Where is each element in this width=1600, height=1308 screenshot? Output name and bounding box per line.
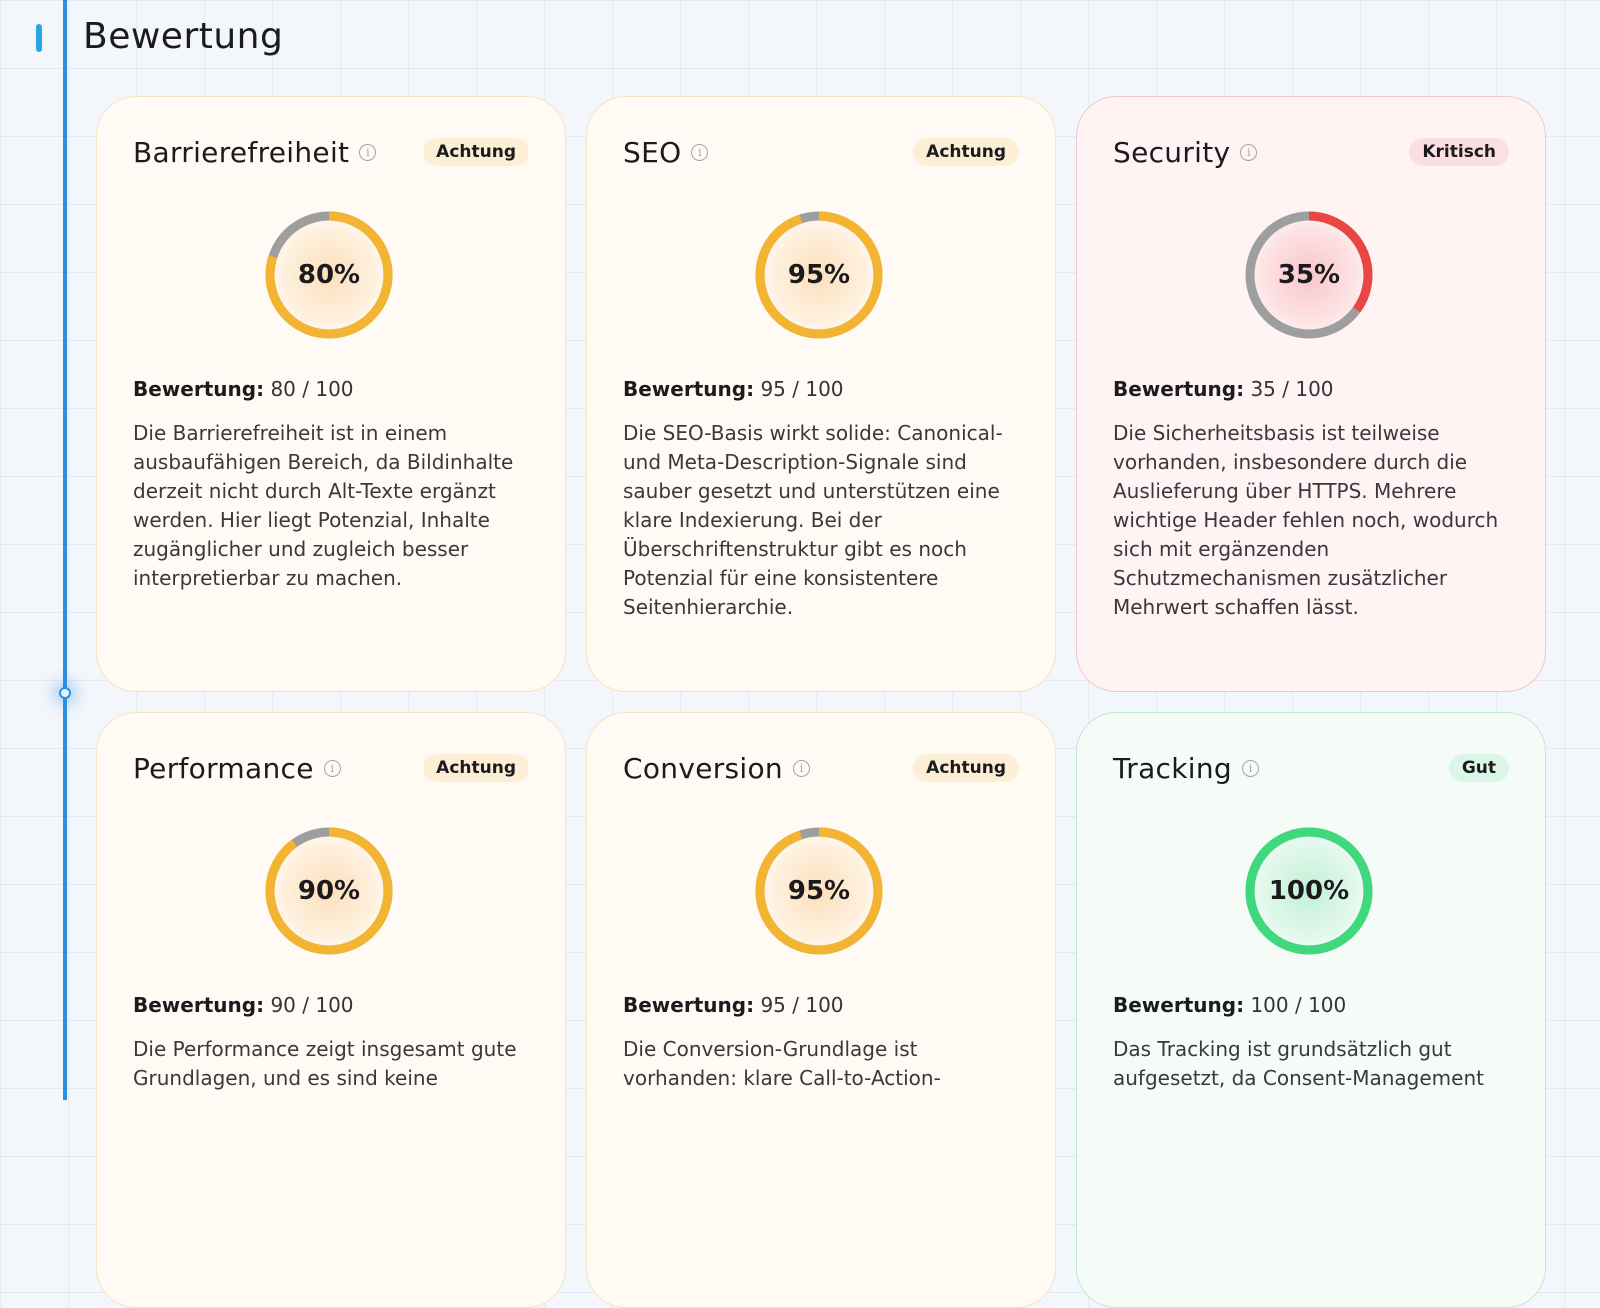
score-card-performance: Performance i Achtung 90% Bewertung: 90 … xyxy=(96,712,566,1308)
status-badge: Achtung xyxy=(913,754,1019,782)
gauge-percentage: 90% xyxy=(297,876,361,906)
score-line: Bewertung: 95 / 100 xyxy=(623,993,1019,1017)
info-icon[interactable]: i xyxy=(1240,143,1258,161)
score-value: 95 / 100 xyxy=(760,993,844,1017)
status-badge: Achtung xyxy=(913,138,1019,166)
score-line: Bewertung: 90 / 100 xyxy=(133,993,529,1017)
card-description: Die Sicherheitsbasis ist teilweise vorha… xyxy=(1113,421,1499,619)
gauge-svg xyxy=(1245,211,1373,339)
status-badge: Kritisch xyxy=(1409,138,1509,166)
timeline-line xyxy=(63,0,67,1100)
score-label: Bewertung: xyxy=(623,993,755,1017)
score-card-conversion: Conversion i Achtung 95% Bewertung: 95 /… xyxy=(586,712,1056,1308)
score-value: 100 / 100 xyxy=(1250,993,1347,1017)
gauge-svg xyxy=(755,211,883,339)
timeline-marker[interactable] xyxy=(59,687,71,699)
info-icon[interactable]: i xyxy=(323,759,341,777)
score-label: Bewertung: xyxy=(1113,993,1245,1017)
score-card-seo: SEO i Achtung 95% Bewertung: 95 / 100 Di… xyxy=(586,96,1056,692)
score-gauge: 95% xyxy=(749,821,889,961)
card-header: Tracking i Gut xyxy=(1113,749,1509,787)
score-label: Bewertung: xyxy=(623,377,755,401)
status-badge: Achtung xyxy=(423,138,529,166)
gauge-svg xyxy=(265,827,393,955)
gauge-percentage: 35% xyxy=(1277,260,1341,290)
score-label: Bewertung: xyxy=(1113,377,1245,401)
card-title: Performance xyxy=(133,751,314,785)
score-gauge: 80% xyxy=(259,205,399,345)
gauge-svg xyxy=(1245,827,1373,955)
card-title: SEO xyxy=(623,135,682,169)
card-description: Die SEO-Basis wirkt solide: Canonical- u… xyxy=(623,421,1003,619)
card-header: Barrierefreiheit i Achtung xyxy=(133,133,529,171)
score-card-security: Security i Kritisch 35% Bewertung: 35 / … xyxy=(1076,96,1546,692)
card-description: Die Barrierefreiheit ist in einem ausbau… xyxy=(133,421,514,590)
card-description: Die Performance zeigt insgesamt gute Gru… xyxy=(133,1037,517,1090)
score-card-barrierefreiheit: Barrierefreiheit i Achtung 80% Bewertung… xyxy=(96,96,566,692)
card-title: Security xyxy=(1113,135,1231,169)
score-value: 80 / 100 xyxy=(270,377,354,401)
gauge-progress-arc xyxy=(755,211,883,339)
gauge-progress-arc xyxy=(265,211,393,339)
gauge-percentage: 80% xyxy=(297,260,361,290)
card-description: Die Conversion-Grundlage ist vorhanden: … xyxy=(623,1037,941,1090)
gauge-svg xyxy=(265,211,393,339)
gauge-progress-arc xyxy=(755,827,883,955)
card-title: Conversion xyxy=(623,751,783,785)
gauge-percentage: 100% xyxy=(1268,876,1350,906)
gauge-svg xyxy=(755,827,883,955)
score-gauge: 95% xyxy=(749,205,889,345)
score-line: Bewertung: 95 / 100 xyxy=(623,377,1019,401)
score-line: Bewertung: 35 / 100 xyxy=(1113,377,1509,401)
card-header: Security i Kritisch xyxy=(1113,133,1509,171)
section-title: Bewertung xyxy=(83,16,284,57)
score-line: Bewertung: 100 / 100 xyxy=(1113,993,1509,1017)
gauge-progress-arc xyxy=(1245,211,1373,339)
status-badge: Gut xyxy=(1448,754,1509,782)
score-line: Bewertung: 80 / 100 xyxy=(133,377,529,401)
card-header: Performance i Achtung xyxy=(133,749,529,787)
score-gauge: 90% xyxy=(259,821,399,961)
info-icon[interactable]: i xyxy=(1241,759,1259,777)
gauge-percentage: 95% xyxy=(787,876,851,906)
card-description: Das Tracking ist grundsätzlich gut aufge… xyxy=(1113,1037,1484,1090)
gauge-progress-arc xyxy=(1245,827,1373,955)
card-header: Conversion i Achtung xyxy=(623,749,1019,787)
card-header: SEO i Achtung xyxy=(623,133,1019,171)
card-title: Barrierefreiheit xyxy=(133,135,350,169)
score-label: Bewertung: xyxy=(133,377,265,401)
gauge-progress-arc xyxy=(265,827,393,955)
score-value: 95 / 100 xyxy=(760,377,844,401)
score-value: 90 / 100 xyxy=(270,993,354,1017)
score-card-tracking: Tracking i Gut 100% Bewertung: 100 / 100… xyxy=(1076,712,1546,1308)
score-value: 35 / 100 xyxy=(1250,377,1334,401)
section-marker xyxy=(36,24,42,52)
score-gauge: 100% xyxy=(1239,821,1379,961)
info-icon[interactable]: i xyxy=(691,143,709,161)
card-title: Tracking xyxy=(1113,751,1232,785)
score-gauge: 35% xyxy=(1239,205,1379,345)
gauge-percentage: 95% xyxy=(787,260,851,290)
status-badge: Achtung xyxy=(423,754,529,782)
info-icon[interactable]: i xyxy=(359,143,377,161)
info-icon[interactable]: i xyxy=(792,759,810,777)
score-label: Bewertung: xyxy=(133,993,265,1017)
